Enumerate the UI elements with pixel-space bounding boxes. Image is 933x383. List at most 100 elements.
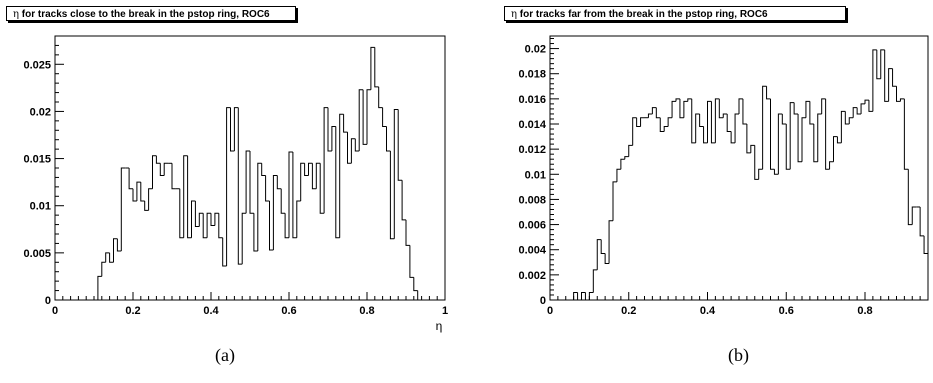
histogram-bin	[628, 144, 633, 157]
histogram-bin	[679, 98, 684, 119]
histogram-bin	[596, 239, 602, 270]
histogram-bin	[128, 168, 133, 190]
y-tick-label: 0.008	[518, 194, 546, 206]
histogram-bin	[136, 181, 141, 201]
histogram-bin	[600, 239, 606, 254]
y-tick-label: 0.012	[518, 144, 546, 156]
histogram-bin	[718, 98, 724, 119]
histogram-bin	[836, 136, 842, 144]
y-tick-label: 0.02	[525, 44, 546, 56]
histogram-bin	[191, 200, 196, 238]
histogram-bin	[777, 113, 783, 175]
histogram-bin	[573, 291, 578, 300]
panel-a: η for tracks close to the break in the p…	[0, 0, 462, 383]
histogram-bin	[386, 126, 391, 152]
histogram-bin	[354, 138, 360, 152]
histogram-bin	[292, 151, 297, 239]
histogram-bin	[374, 47, 379, 88]
chart-b-caption: (b)	[728, 345, 749, 365]
y-tick-label: 0.01	[30, 201, 51, 213]
histogram-bin	[401, 180, 406, 221]
histogram-bin	[773, 169, 779, 175]
y-tick-label: 0.005	[23, 248, 51, 260]
histogram-bin	[671, 100, 676, 118]
x-tick-label: 0.6	[779, 305, 794, 317]
histogram-bin	[148, 188, 153, 211]
histogram-bin	[105, 252, 110, 263]
x-axis-label: η	[436, 319, 443, 333]
chart-a-title-text: for tracks close to the break in the pst…	[19, 9, 270, 20]
histogram-bin	[919, 206, 925, 237]
histogram-bin	[801, 117, 806, 162]
histogram-bin	[785, 124, 791, 170]
histogram-bin	[805, 100, 810, 118]
chart-a-title: η for tracks close to the break in the p…	[6, 6, 296, 21]
histogram-bin	[194, 201, 200, 227]
histogram-bin	[844, 111, 850, 125]
histogram-bin	[265, 175, 270, 202]
histogram-bin	[397, 109, 403, 181]
histogram-bin	[226, 107, 231, 267]
histogram-bin	[109, 252, 114, 263]
histogram-bin	[269, 201, 274, 251]
histogram-bin	[821, 98, 826, 114]
histogram-bin	[335, 126, 340, 239]
histogram-bin	[734, 113, 739, 143]
histogram-bin	[762, 85, 767, 170]
histogram-bin	[691, 98, 696, 144]
histogram-bin	[241, 212, 247, 265]
histogram-bin	[405, 219, 410, 246]
histogram-bin	[339, 113, 344, 238]
histogram-bin	[230, 107, 235, 152]
histogram-bin	[249, 151, 254, 214]
x-tick-label: 1	[442, 305, 448, 317]
y-tick-label: 0.01	[525, 169, 546, 181]
histogram-bin	[315, 162, 321, 189]
x-tick-label: 0.2	[621, 305, 636, 317]
histogram-bin	[825, 98, 830, 170]
histogram-bin	[852, 107, 858, 118]
histogram-bin	[280, 188, 286, 214]
histogram-bin	[636, 117, 641, 128]
histogram-bin	[683, 100, 688, 118]
histogram-bin	[868, 100, 873, 112]
histogram-bin	[366, 89, 371, 145]
y-tick-label: 0.014	[518, 119, 546, 131]
histogram-bin	[343, 114, 348, 133]
histogram-bin	[276, 175, 282, 190]
histogram-bin	[884, 49, 889, 102]
histogram-bin	[233, 107, 239, 152]
histogram-bin	[159, 163, 165, 177]
y-tick-label: 0.006	[518, 220, 546, 232]
x-tick-label: 0	[547, 305, 553, 317]
histogram-bin	[892, 68, 897, 87]
panel-b: η for tracks far from the break in the p…	[498, 0, 933, 383]
histogram-bin	[848, 117, 854, 124]
histogram-bin	[651, 107, 657, 114]
histogram-bin	[144, 201, 149, 211]
histogram-bin	[323, 107, 328, 214]
y-tick-label: 0.015	[23, 154, 51, 166]
histogram-bin	[809, 101, 814, 125]
histogram-bin	[393, 109, 399, 239]
chart-a-title-symbol: η	[13, 9, 19, 20]
histogram-bin	[288, 151, 293, 238]
histogram-bin	[746, 124, 751, 154]
histogram-bin	[97, 275, 102, 300]
y-tick-label: 0.018	[518, 69, 546, 81]
histogram-bin	[907, 169, 913, 226]
histogram-bin	[703, 126, 708, 144]
histogram-bin	[417, 290, 422, 301]
histogram-bin	[647, 113, 653, 118]
histogram-bin	[155, 155, 161, 164]
histogram-bin	[253, 213, 258, 252]
x-tick-label: 0.2	[125, 305, 140, 317]
chart-b-title-text: for tracks far from the break in the pst…	[517, 9, 768, 20]
histogram-bin	[655, 107, 661, 119]
histogram-bin	[584, 292, 590, 301]
x-tick-label: 0.6	[281, 305, 296, 317]
chart-b: 0 0.2 0.4 0.6 0.8 0 0.002 0.004 0.006 0.008 0.01 0.…	[518, 35, 929, 317]
y-tick-label: 0	[540, 295, 546, 307]
histogram-bin	[856, 107, 862, 115]
histogram-bin	[163, 162, 169, 176]
